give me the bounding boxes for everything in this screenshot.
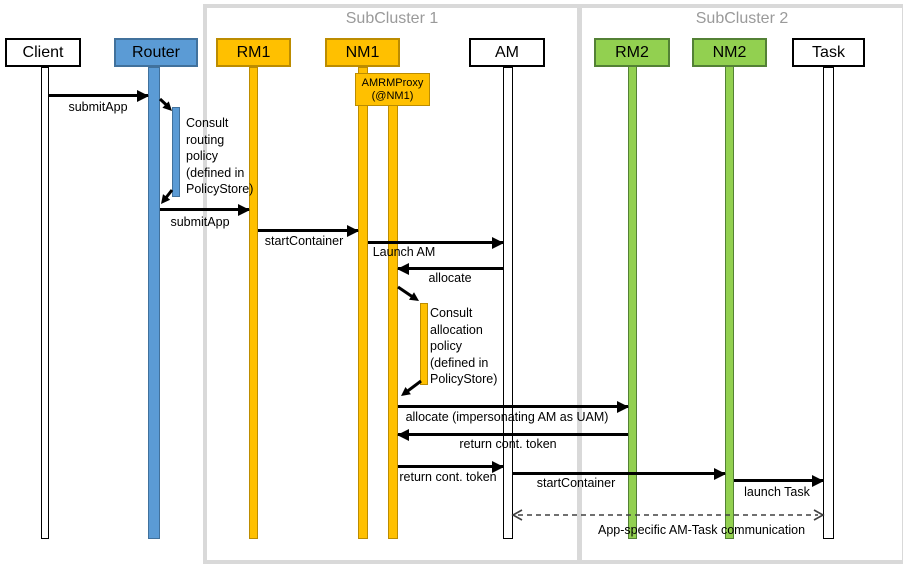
self-call-arrow-router-return xyxy=(161,189,174,204)
label-submitapp-2: submitApp xyxy=(170,215,230,229)
arrowhead-right xyxy=(492,236,504,249)
note-routing-policy: Consult routing policy (defined in Polic… xyxy=(186,116,254,196)
activation-nm2 xyxy=(725,65,734,539)
label-allocate: allocate xyxy=(428,271,472,285)
actor-am: AM xyxy=(469,38,545,67)
arrowhead-right xyxy=(137,89,149,102)
activation-amrmproxy-consult xyxy=(420,303,428,385)
actor-client: Client xyxy=(5,38,81,67)
amrmproxy-label: AMRMProxy xyxy=(361,76,424,89)
arrowhead-left xyxy=(397,428,409,441)
actor-task: Task xyxy=(792,38,865,67)
self-call-arrow-proxy-return xyxy=(401,379,422,396)
arrow-allocate-uam xyxy=(398,400,629,413)
arrow-startcontainer-1 xyxy=(258,224,359,237)
activation-amrmproxy xyxy=(388,104,398,539)
label-launch-am: Launch AM xyxy=(372,245,436,259)
arrowhead-right xyxy=(492,460,504,473)
arrow-launch-am xyxy=(368,236,504,249)
arrow-allocate xyxy=(397,262,503,275)
actor-nm2: NM2 xyxy=(692,38,767,67)
amrmproxy-sublabel: (@NM1) xyxy=(371,89,414,102)
label-launch-task: launch Task xyxy=(744,485,810,499)
arrowhead-right xyxy=(347,224,359,237)
activation-rm1 xyxy=(249,67,258,539)
actor-rm2: RM2 xyxy=(594,38,670,67)
label-startcontainer-1: startContainer xyxy=(264,234,344,248)
arrowhead-right xyxy=(617,400,629,413)
activation-router-consult xyxy=(172,107,180,197)
note-allocation-policy: Consult allocation policy (defined in Po… xyxy=(430,306,498,386)
activation-rm2 xyxy=(628,65,637,539)
arrow-startcontainer-2 xyxy=(513,467,726,480)
arrow-submitapp-1 xyxy=(48,89,149,102)
label-submitapp-1: submitApp xyxy=(68,100,128,114)
arrowhead-right xyxy=(714,467,726,480)
lifeline-client xyxy=(41,67,49,539)
label-return-token-2: return cont. token xyxy=(399,470,497,484)
self-call-arrow-proxy-out xyxy=(397,285,419,301)
actor-rm1: RM1 xyxy=(216,38,291,67)
activation-router xyxy=(148,67,160,539)
actor-router: Router xyxy=(114,38,198,67)
self-call-arrow-router-out xyxy=(158,97,172,111)
activation-nm1 xyxy=(358,67,368,539)
label-am-task-comm: App-specific AM-Task communication xyxy=(598,523,806,537)
arrowhead-right xyxy=(812,474,824,487)
label-return-token-1: return cont. token xyxy=(459,437,557,451)
arrow-return-token-1 xyxy=(397,428,628,441)
subcluster-1-label: SubCluster 1 xyxy=(345,10,439,27)
arrow-return-token-2 xyxy=(398,460,504,473)
arrowhead-left xyxy=(397,262,409,275)
label-allocate-uam: allocate (impersonating AM as UAM) xyxy=(405,410,609,424)
am-task-dashed-arrow xyxy=(511,509,825,521)
amrmproxy-box: AMRMProxy (@NM1) xyxy=(355,73,430,106)
subcluster-2-label: SubCluster 2 xyxy=(695,10,789,27)
arrow-launch-task xyxy=(734,474,824,487)
label-startcontainer-2: startContainer xyxy=(536,476,616,490)
lifeline-task xyxy=(823,67,834,539)
lifeline-am xyxy=(503,67,513,539)
arrowhead-right xyxy=(238,203,250,216)
actor-nm1: NM1 xyxy=(325,38,400,67)
arrow-submitapp-2 xyxy=(160,203,250,216)
